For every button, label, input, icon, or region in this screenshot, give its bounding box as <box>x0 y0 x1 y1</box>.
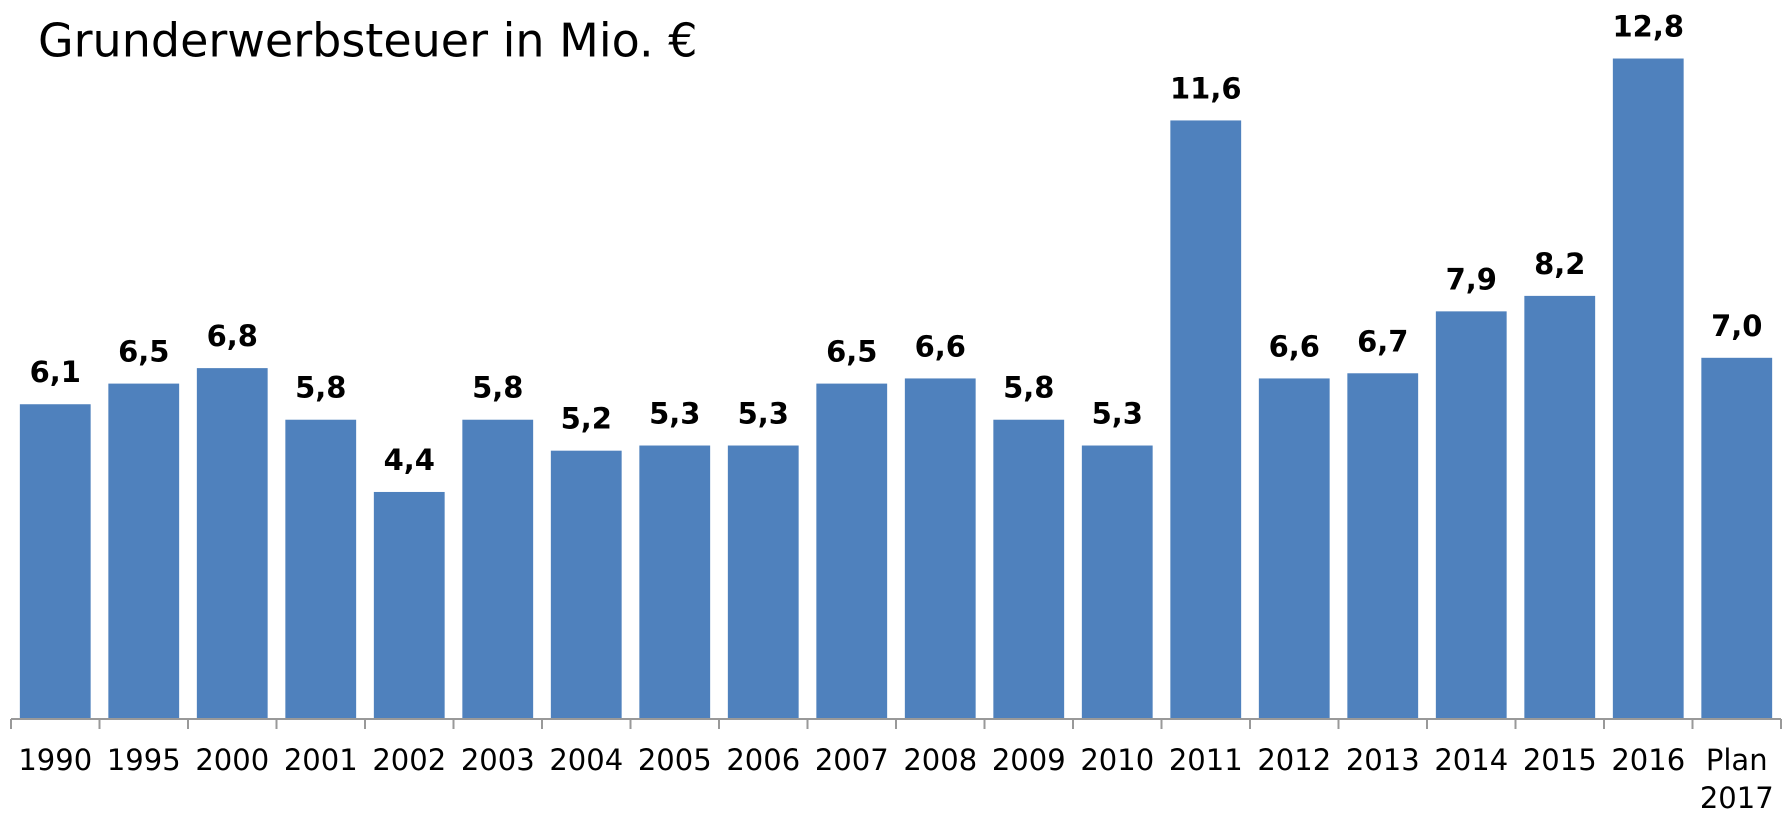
x-tick-label: 2005 <box>637 743 712 777</box>
bar <box>19 404 91 719</box>
bar <box>550 450 622 719</box>
value-label: 5,3 <box>738 397 789 431</box>
bar <box>108 383 180 719</box>
x-tick-label: 2006 <box>726 743 801 777</box>
x-tick-label: 2009 <box>991 743 1066 777</box>
bar <box>1435 311 1507 719</box>
value-label: 8,2 <box>1534 247 1585 281</box>
bar <box>1170 120 1242 719</box>
x-tick-label: 2010 <box>1080 743 1155 777</box>
value-label: 11,6 <box>1170 71 1242 105</box>
x-tick-label: 2016 <box>1611 743 1686 777</box>
x-tick-label: 2012 <box>1257 743 1332 777</box>
bar <box>816 383 888 719</box>
chart-title: Grunderwerbsteuer in Mio. € <box>38 14 697 68</box>
x-tick-label: 2014 <box>1434 743 1509 777</box>
bar <box>1524 295 1596 719</box>
value-label: 6,1 <box>30 355 81 389</box>
value-label: 12,8 <box>1612 10 1684 44</box>
x-tick-label: 2013 <box>1345 743 1420 777</box>
bar <box>1258 378 1330 719</box>
x-tick-label: 2004 <box>549 743 624 777</box>
value-label: 6,6 <box>1269 329 1320 363</box>
bar <box>196 368 268 719</box>
x-tick-label: 2002 <box>372 743 447 777</box>
x-tick-label: 1995 <box>106 743 181 777</box>
x-tick-label: 2007 <box>814 743 889 777</box>
bar <box>727 445 799 719</box>
bar <box>1081 445 1153 719</box>
value-label: 5,2 <box>561 402 612 436</box>
value-label: 6,6 <box>915 329 966 363</box>
x-tick-label: 2015 <box>1522 743 1597 777</box>
bar <box>1701 357 1773 719</box>
bar <box>993 419 1065 719</box>
x-tick-label: 2001 <box>283 743 358 777</box>
value-label: 5,8 <box>1003 371 1054 405</box>
x-tick-label: Plan 2017 <box>1699 743 1774 815</box>
bar <box>462 419 534 719</box>
x-tick-label: 2000 <box>195 743 270 777</box>
value-label: 5,3 <box>649 397 700 431</box>
bar <box>285 419 357 719</box>
x-tick-label: 1990 <box>18 743 93 777</box>
value-label: 6,5 <box>118 335 169 369</box>
bar <box>904 378 976 719</box>
value-label: 5,8 <box>295 371 346 405</box>
value-label: 7,0 <box>1711 309 1762 343</box>
value-label: 6,5 <box>826 335 877 369</box>
value-label: 5,3 <box>1092 397 1143 431</box>
value-label: 5,8 <box>472 371 523 405</box>
bar <box>639 445 711 719</box>
value-label: 6,8 <box>207 319 258 353</box>
bar <box>1347 373 1419 719</box>
x-tick-label: 2011 <box>1168 743 1243 777</box>
bar <box>1612 58 1684 719</box>
value-label: 7,9 <box>1446 262 1497 296</box>
x-tick-label: 2003 <box>460 743 535 777</box>
value-label: 4,4 <box>384 443 435 477</box>
bar <box>373 491 445 719</box>
x-tick-label: 2008 <box>903 743 978 777</box>
value-label: 6,7 <box>1357 324 1408 358</box>
